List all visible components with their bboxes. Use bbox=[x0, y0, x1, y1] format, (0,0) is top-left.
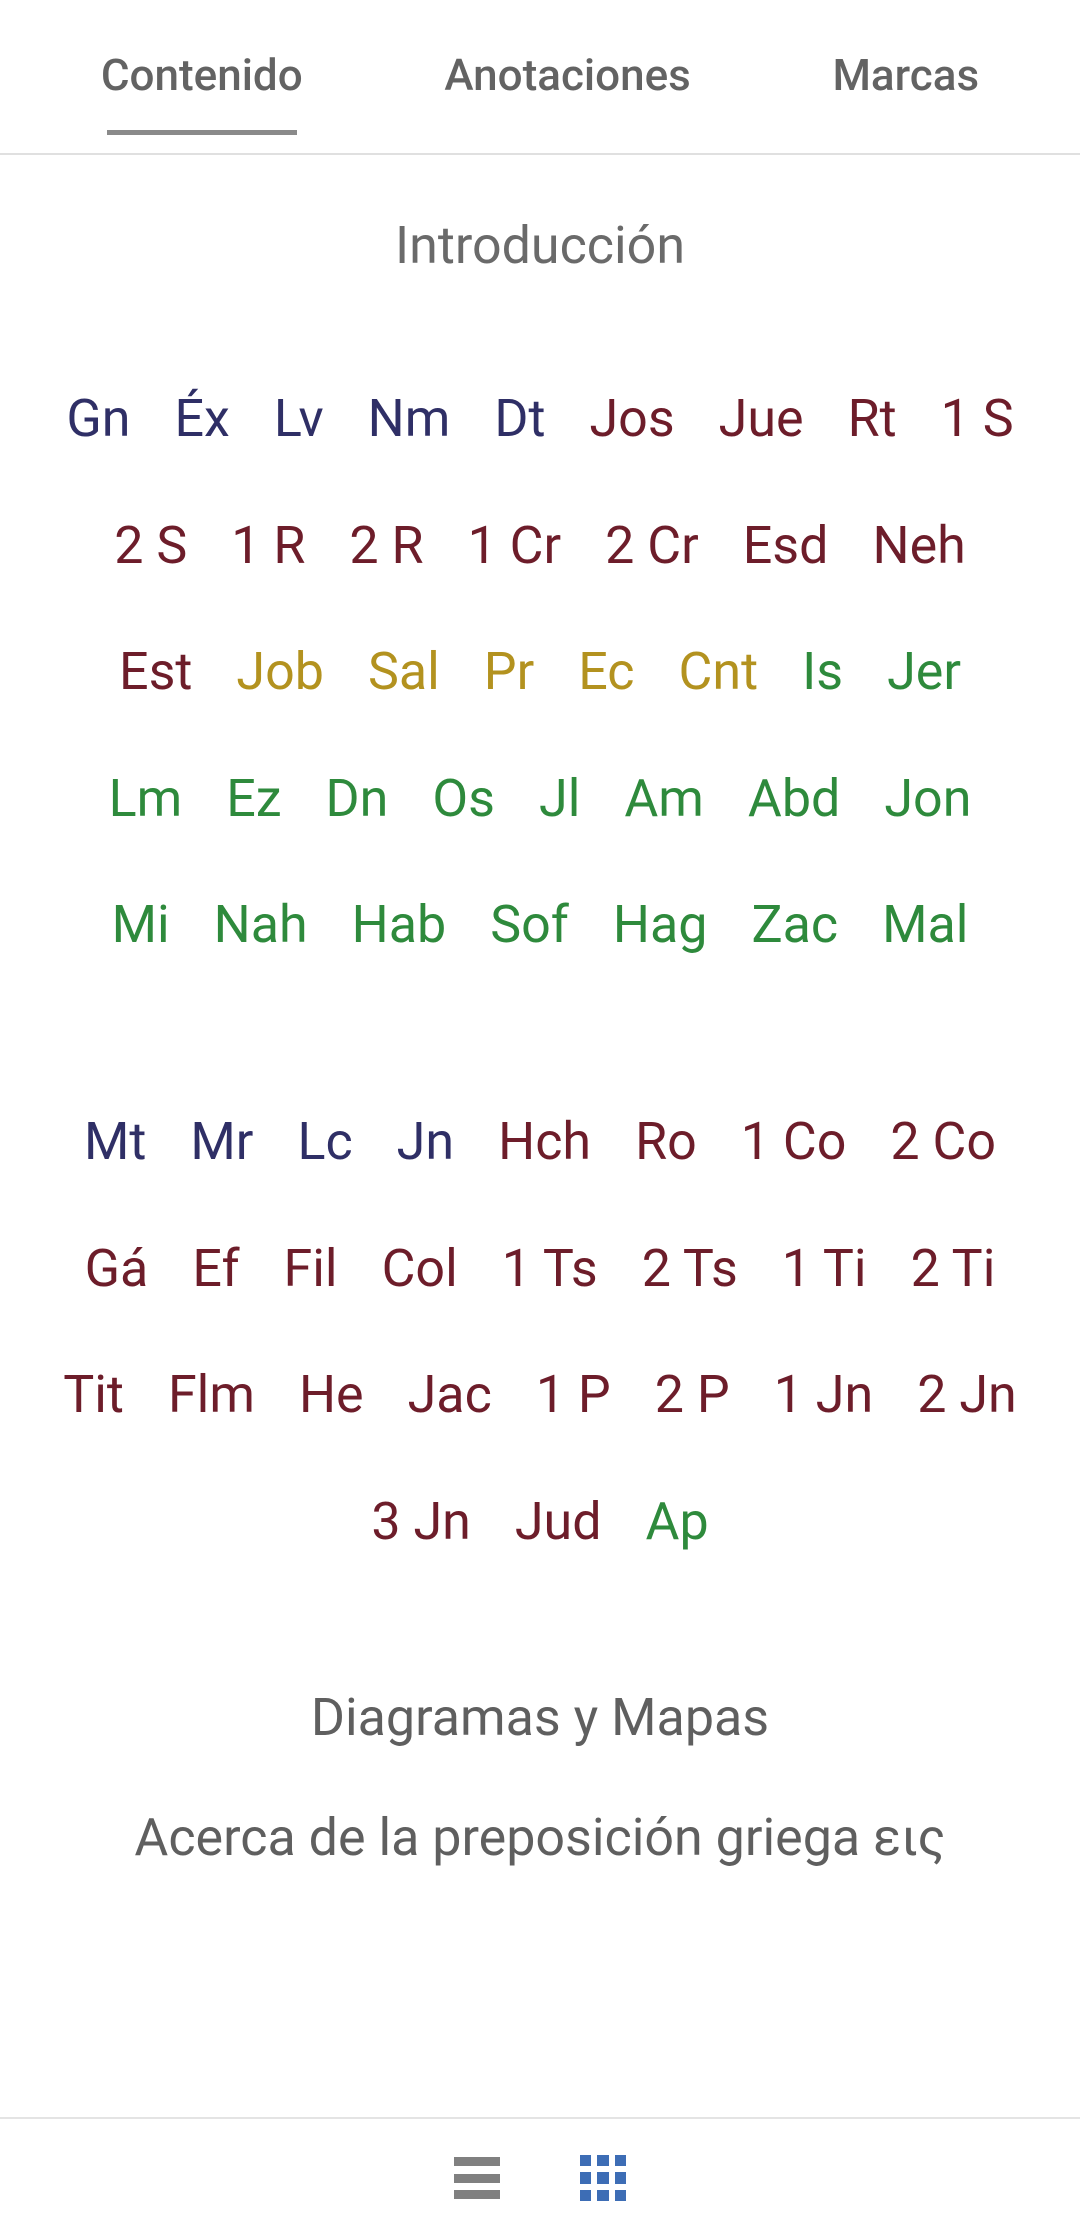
book-hch[interactable]: Hch bbox=[476, 1079, 613, 1206]
book-fil[interactable]: Fil bbox=[262, 1206, 360, 1333]
intro-link[interactable]: Introducción bbox=[40, 215, 1040, 276]
book-ap[interactable]: Ap bbox=[624, 1459, 731, 1586]
book-2r[interactable]: 2 R bbox=[327, 483, 445, 610]
tab-bar: Contenido Anotaciones Marcas bbox=[0, 0, 1080, 155]
book-am[interactable]: Am bbox=[602, 736, 726, 863]
book-dn[interactable]: Dn bbox=[304, 736, 411, 863]
book-éx[interactable]: Éx bbox=[152, 356, 251, 483]
list-view-button[interactable] bbox=[454, 2157, 500, 2199]
book-jos[interactable]: Jos bbox=[567, 356, 696, 483]
book-1jn[interactable]: 1 Jn bbox=[752, 1332, 896, 1459]
book-1co[interactable]: 1 Co bbox=[719, 1079, 869, 1206]
book-lv[interactable]: Lv bbox=[252, 356, 346, 483]
book-tit[interactable]: Tit bbox=[41, 1332, 146, 1459]
book-3jn[interactable]: 3 Jn bbox=[349, 1459, 493, 1586]
book-lc[interactable]: Lc bbox=[275, 1079, 374, 1206]
book-zac[interactable]: Zac bbox=[729, 862, 860, 989]
book-1p[interactable]: 1 P bbox=[514, 1332, 633, 1459]
book-2co[interactable]: 2 Co bbox=[868, 1079, 1018, 1206]
book-2ti[interactable]: 2 Ti bbox=[889, 1206, 1018, 1333]
book-nah[interactable]: Nah bbox=[192, 862, 330, 989]
book-2s[interactable]: 2 S bbox=[92, 483, 209, 610]
book-1ti[interactable]: 1 Ti bbox=[760, 1206, 889, 1333]
book-is[interactable]: Is bbox=[780, 609, 865, 736]
book-jac[interactable]: Jac bbox=[386, 1332, 514, 1459]
book-ro[interactable]: Ro bbox=[613, 1079, 719, 1206]
book-jn[interactable]: Jn bbox=[375, 1079, 476, 1206]
appendix-greek-link[interactable]: Acerca de la preposición griega εις bbox=[40, 1805, 1040, 1870]
book-jer[interactable]: Jer bbox=[865, 609, 983, 736]
book-gá[interactable]: Gá bbox=[63, 1206, 171, 1333]
book-neh[interactable]: Neh bbox=[850, 483, 987, 610]
book-ez[interactable]: Ez bbox=[204, 736, 303, 863]
book-1s[interactable]: 1 S bbox=[919, 356, 1036, 483]
book-cnt[interactable]: Cnt bbox=[657, 609, 781, 736]
book-ef[interactable]: Ef bbox=[170, 1206, 261, 1333]
book-sof[interactable]: Sof bbox=[468, 862, 591, 989]
appendix-diagrams-link[interactable]: Diagramas y Mapas bbox=[40, 1685, 1040, 1750]
book-abd[interactable]: Abd bbox=[726, 736, 862, 863]
list-icon bbox=[454, 2157, 500, 2199]
ot-book-grid: GnÉxLvNmDtJosJueRt1 S2 S1 R2 R1 Cr2 CrEs… bbox=[40, 356, 1040, 989]
book-jue[interactable]: Jue bbox=[697, 356, 826, 483]
book-sal[interactable]: Sal bbox=[346, 609, 462, 736]
book-col[interactable]: Col bbox=[360, 1206, 480, 1333]
book-dt[interactable]: Dt bbox=[472, 356, 567, 483]
book-esd[interactable]: Esd bbox=[721, 483, 851, 610]
book-jl[interactable]: Jl bbox=[517, 736, 602, 863]
book-2jn[interactable]: 2 Jn bbox=[895, 1332, 1039, 1459]
book-mi[interactable]: Mi bbox=[90, 862, 192, 989]
book-lm[interactable]: Lm bbox=[87, 736, 205, 863]
tab-marcas[interactable]: Marcas bbox=[824, 25, 987, 129]
book-pr[interactable]: Pr bbox=[462, 609, 556, 736]
book-1cr[interactable]: 1 Cr bbox=[446, 483, 584, 610]
content-area: Introducción GnÉxLvNmDtJosJueRt1 S 2 S1 R… bbox=[0, 155, 1080, 1870]
book-1r[interactable]: 1 R bbox=[209, 483, 327, 610]
book-mt[interactable]: Mt bbox=[62, 1079, 168, 1206]
grid-view-button[interactable] bbox=[580, 2155, 626, 2201]
book-nm[interactable]: Nm bbox=[346, 356, 473, 483]
book-rt[interactable]: Rt bbox=[826, 356, 919, 483]
grid-icon bbox=[580, 2155, 626, 2201]
book-jon[interactable]: Jon bbox=[862, 736, 993, 863]
tab-contenido[interactable]: Contenido bbox=[93, 25, 311, 129]
book-hab[interactable]: Hab bbox=[330, 862, 469, 989]
book-he[interactable]: He bbox=[277, 1332, 386, 1459]
book-jud[interactable]: Jud bbox=[493, 1459, 624, 1586]
book-2cr[interactable]: 2 Cr bbox=[583, 483, 721, 610]
book-mal[interactable]: Mal bbox=[860, 862, 990, 989]
book-hag[interactable]: Hag bbox=[591, 862, 730, 989]
book-ec[interactable]: Ec bbox=[556, 609, 656, 736]
book-est[interactable]: Est bbox=[97, 609, 214, 736]
book-1ts[interactable]: 1 Ts bbox=[480, 1206, 620, 1333]
book-2ts[interactable]: 2 Ts bbox=[620, 1206, 760, 1333]
book-2p[interactable]: 2 P bbox=[633, 1332, 752, 1459]
bottom-bar bbox=[0, 2117, 1080, 2237]
book-job[interactable]: Job bbox=[214, 609, 346, 736]
book-gn[interactable]: Gn bbox=[44, 356, 152, 483]
book-os[interactable]: Os bbox=[410, 736, 517, 863]
tab-anotaciones[interactable]: Anotaciones bbox=[436, 25, 698, 129]
book-flm[interactable]: Flm bbox=[146, 1332, 277, 1459]
nt-book-grid: MtMrLcJnHchRo1 Co2 Co GáEfFilCol1 Ts2 Ts1… bbox=[40, 1079, 1040, 1585]
book-mr[interactable]: Mr bbox=[168, 1079, 275, 1206]
